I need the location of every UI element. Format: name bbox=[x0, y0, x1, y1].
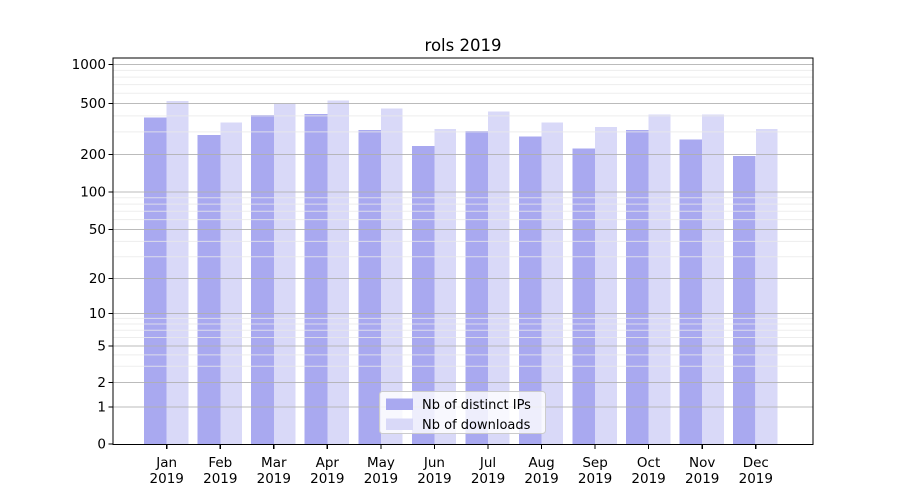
bar-downloads-aug bbox=[541, 122, 564, 445]
y-tick-label-2: 2 bbox=[97, 375, 106, 391]
x-tick-label-year-may: 2019 bbox=[364, 471, 398, 487]
y-tick-label-50: 50 bbox=[89, 222, 106, 238]
x-tick-label-month-sep: Sep bbox=[582, 455, 607, 471]
x-tick-label-month-may: May bbox=[367, 455, 395, 471]
bar-downloads-sep bbox=[595, 127, 617, 445]
x-tick-label-year-aug: 2019 bbox=[524, 471, 558, 487]
bar-distinct-ips-jun bbox=[411, 146, 435, 445]
y-tick-label-1: 1 bbox=[97, 400, 106, 416]
chart-title: rols 2019 bbox=[425, 36, 502, 55]
bar-distinct-ips-sep bbox=[572, 148, 596, 445]
legend-swatch-distinct-ips bbox=[386, 398, 413, 410]
x-tick-label-year-jun: 2019 bbox=[417, 471, 451, 487]
legend-label-downloads: Nb of downloads bbox=[422, 418, 531, 433]
bar-distinct-ips-may bbox=[358, 130, 381, 445]
x-tick-label-month-mar: Mar bbox=[261, 455, 287, 471]
x-tick-label-month-apr: Apr bbox=[316, 455, 340, 471]
y-tick-label-5: 5 bbox=[97, 339, 106, 355]
bar-downloads-feb bbox=[220, 122, 242, 445]
bar-downloads-nov bbox=[702, 114, 724, 445]
x-tick-label-month-oct: Oct bbox=[637, 455, 660, 471]
y-tick-label-20: 20 bbox=[89, 271, 106, 287]
legend-swatch-downloads bbox=[386, 418, 413, 430]
x-tick-label-year-jan: 2019 bbox=[150, 471, 184, 487]
x-tick-label-month-jun: Jun bbox=[423, 455, 445, 471]
bar-downloads-dec bbox=[755, 128, 778, 445]
bar-downloads-mar bbox=[273, 103, 296, 445]
bar-distinct-ips-aug bbox=[518, 136, 542, 445]
x-tick-label-year-mar: 2019 bbox=[257, 471, 291, 487]
x-tick-label-year-nov: 2019 bbox=[685, 471, 719, 487]
x-tick-label-month-dec: Dec bbox=[743, 455, 769, 471]
y-tick-label-500: 500 bbox=[80, 96, 106, 112]
x-tick-label-year-feb: 2019 bbox=[203, 471, 237, 487]
x-tick-label-month-feb: Feb bbox=[208, 455, 232, 471]
legend: Nb of distinct IPs Nb of downloads bbox=[379, 391, 546, 434]
legend-frame bbox=[379, 391, 546, 434]
bar-downloads-oct bbox=[648, 114, 671, 445]
bar-downloads-jan bbox=[166, 100, 189, 445]
bar-distinct-ips-oct bbox=[626, 129, 649, 445]
bar-distinct-ips-jan bbox=[144, 117, 167, 445]
x-tick-label-year-apr: 2019 bbox=[310, 471, 344, 487]
x-tick-label-month-jan: Jan bbox=[155, 455, 177, 471]
y-tick-label-0: 0 bbox=[97, 437, 106, 453]
axes-layer: 01251020501002005001000Jan2019Feb2019Mar… bbox=[72, 57, 814, 487]
bar-downloads-jun bbox=[434, 129, 457, 445]
x-tick-label-month-aug: Aug bbox=[528, 455, 554, 471]
y-tick-label-100: 100 bbox=[80, 185, 106, 201]
legend-label-distinct-ips: Nb of distinct IPs bbox=[422, 398, 531, 413]
bar-distinct-ips-feb bbox=[197, 135, 221, 445]
x-tick-label-month-nov: Nov bbox=[689, 455, 715, 471]
bar-distinct-ips-mar bbox=[251, 115, 274, 445]
bars-layer bbox=[144, 100, 778, 445]
y-tick-label-1000: 1000 bbox=[72, 57, 106, 73]
plot-frame bbox=[112, 57, 814, 446]
x-tick-label-year-sep: 2019 bbox=[578, 471, 612, 487]
bar-distinct-ips-apr bbox=[304, 114, 328, 445]
x-tick-label-year-oct: 2019 bbox=[631, 471, 665, 487]
y-tick-label-200: 200 bbox=[80, 147, 106, 163]
gridlines-layer bbox=[113, 64, 813, 408]
bar-distinct-ips-nov bbox=[679, 139, 703, 445]
x-tick-label-year-jul: 2019 bbox=[471, 471, 505, 487]
y-tick-label-10: 10 bbox=[89, 306, 106, 322]
bar-downloads-apr bbox=[327, 100, 349, 445]
x-tick-label-year-dec: 2019 bbox=[739, 471, 773, 487]
bar-distinct-ips-dec bbox=[733, 156, 756, 445]
bar-downloads-jul bbox=[488, 111, 510, 445]
x-tick-label-month-jul: Jul bbox=[479, 455, 496, 471]
